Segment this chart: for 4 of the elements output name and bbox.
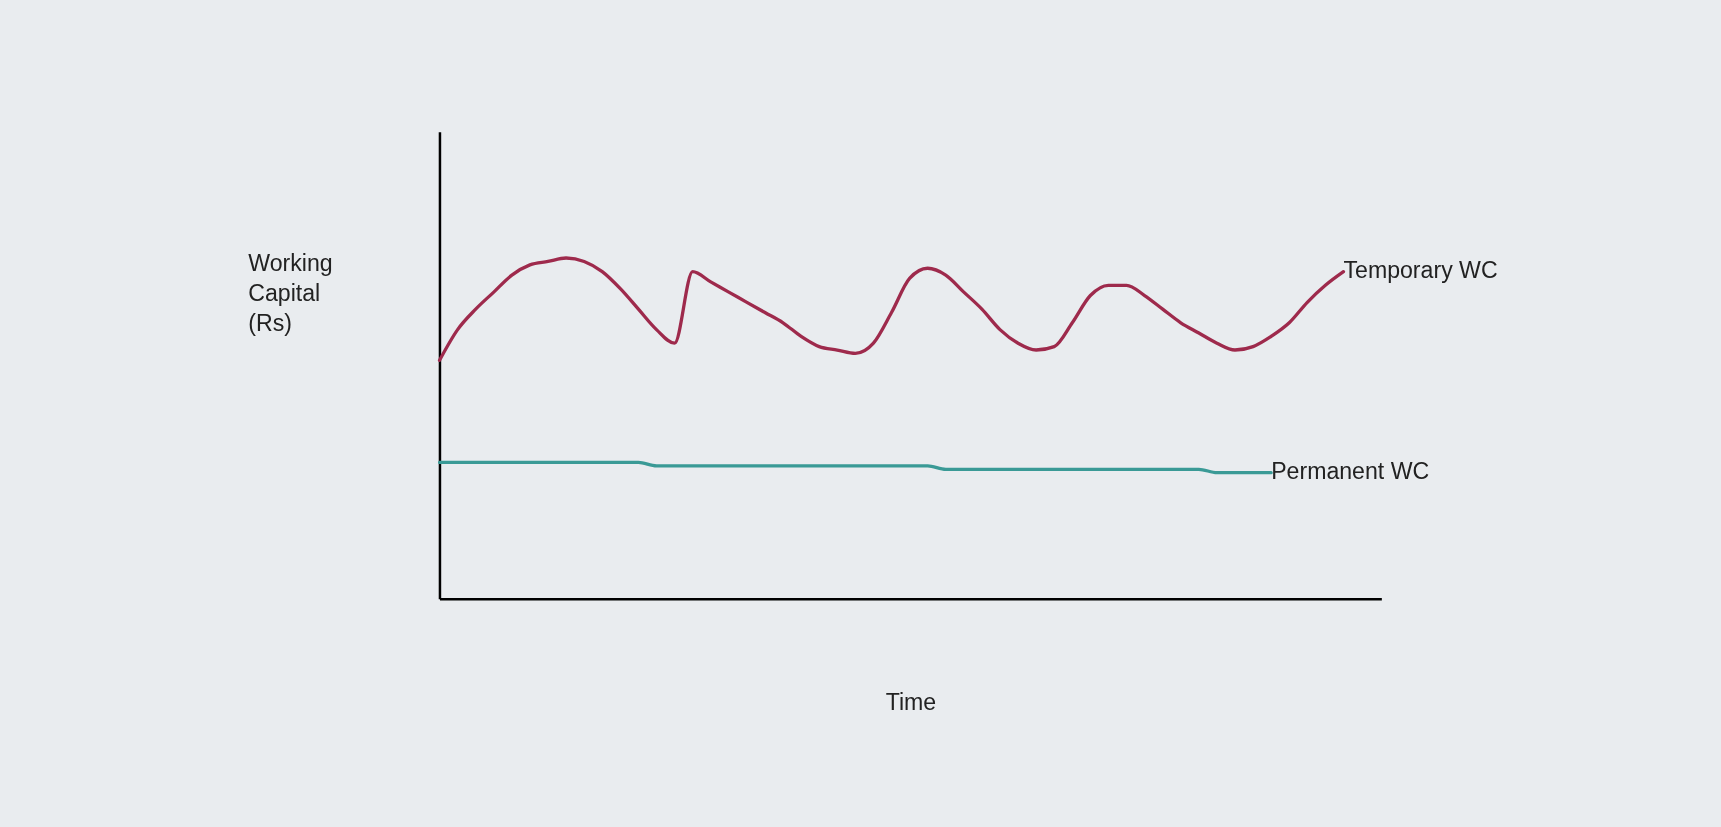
x-axis-title: Time — [885, 688, 937, 715]
y-axis-title: Working Capital (Rs) — [248, 250, 333, 336]
series-label: Permanent WC — [1271, 458, 1430, 485]
series-label: Temporary WC — [1343, 257, 1498, 284]
